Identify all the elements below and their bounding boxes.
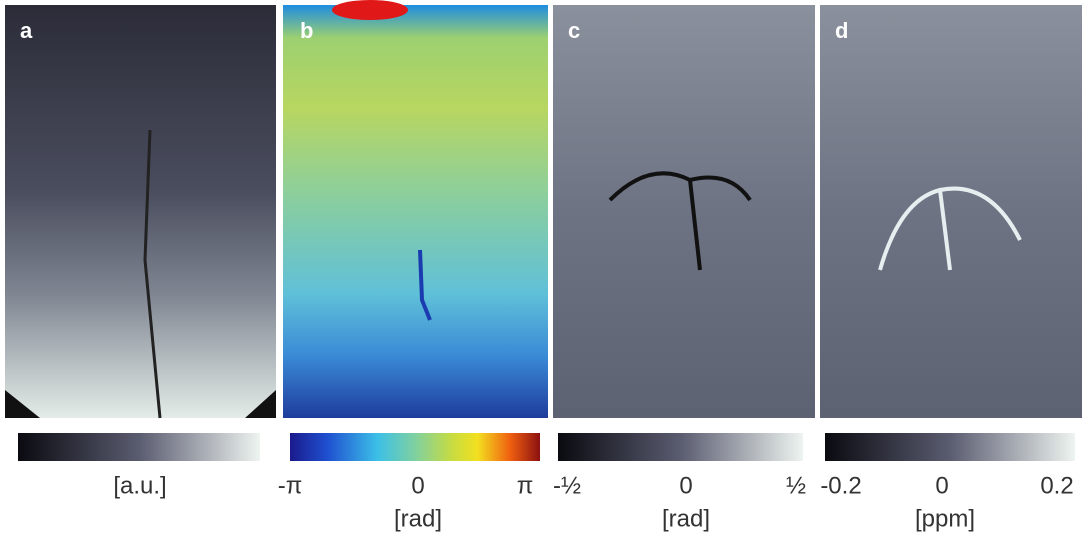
tick-label: π <box>517 472 534 499</box>
panel-label: b <box>300 18 313 43</box>
colorbar <box>290 433 540 461</box>
unit-label: [rad] <box>394 505 442 532</box>
panel-d: d -0.2 0 0.2 [ppm] <box>820 5 1082 532</box>
vessel <box>418 249 432 321</box>
tick-label: ½ <box>786 472 806 499</box>
image-detail <box>332 0 408 20</box>
colorbar <box>18 433 260 461</box>
panel-b: b -π 0 π [rad] <box>278 0 548 532</box>
panel-label: a <box>20 18 33 43</box>
panel-c: c -½ 0 ½ [rad] <box>553 5 815 532</box>
image <box>5 5 276 418</box>
panel-a: a [a.u.] <box>5 5 276 499</box>
tick-label: 0.2 <box>1040 472 1073 499</box>
panel-label: c <box>568 18 580 43</box>
unit-label: [ppm] <box>915 505 975 532</box>
colorbar <box>825 433 1075 461</box>
unit-label: [a.u.] <box>113 472 166 499</box>
image <box>820 5 1082 418</box>
tick-label: -π <box>278 472 303 499</box>
vessel <box>608 171 752 271</box>
unit-label: [rad] <box>662 505 710 532</box>
tick-label: -0.2 <box>820 472 861 499</box>
colorbar <box>558 433 803 461</box>
panel-label: d <box>835 18 848 43</box>
vessel <box>878 186 1022 271</box>
tick-label: 0 <box>679 472 692 499</box>
tick-label: 0 <box>411 472 424 499</box>
tick-label: -½ <box>553 472 581 499</box>
image <box>283 5 548 418</box>
vessel <box>143 129 162 419</box>
image <box>553 5 815 418</box>
tick-label: 0 <box>935 472 948 499</box>
image-corner <box>5 390 276 418</box>
